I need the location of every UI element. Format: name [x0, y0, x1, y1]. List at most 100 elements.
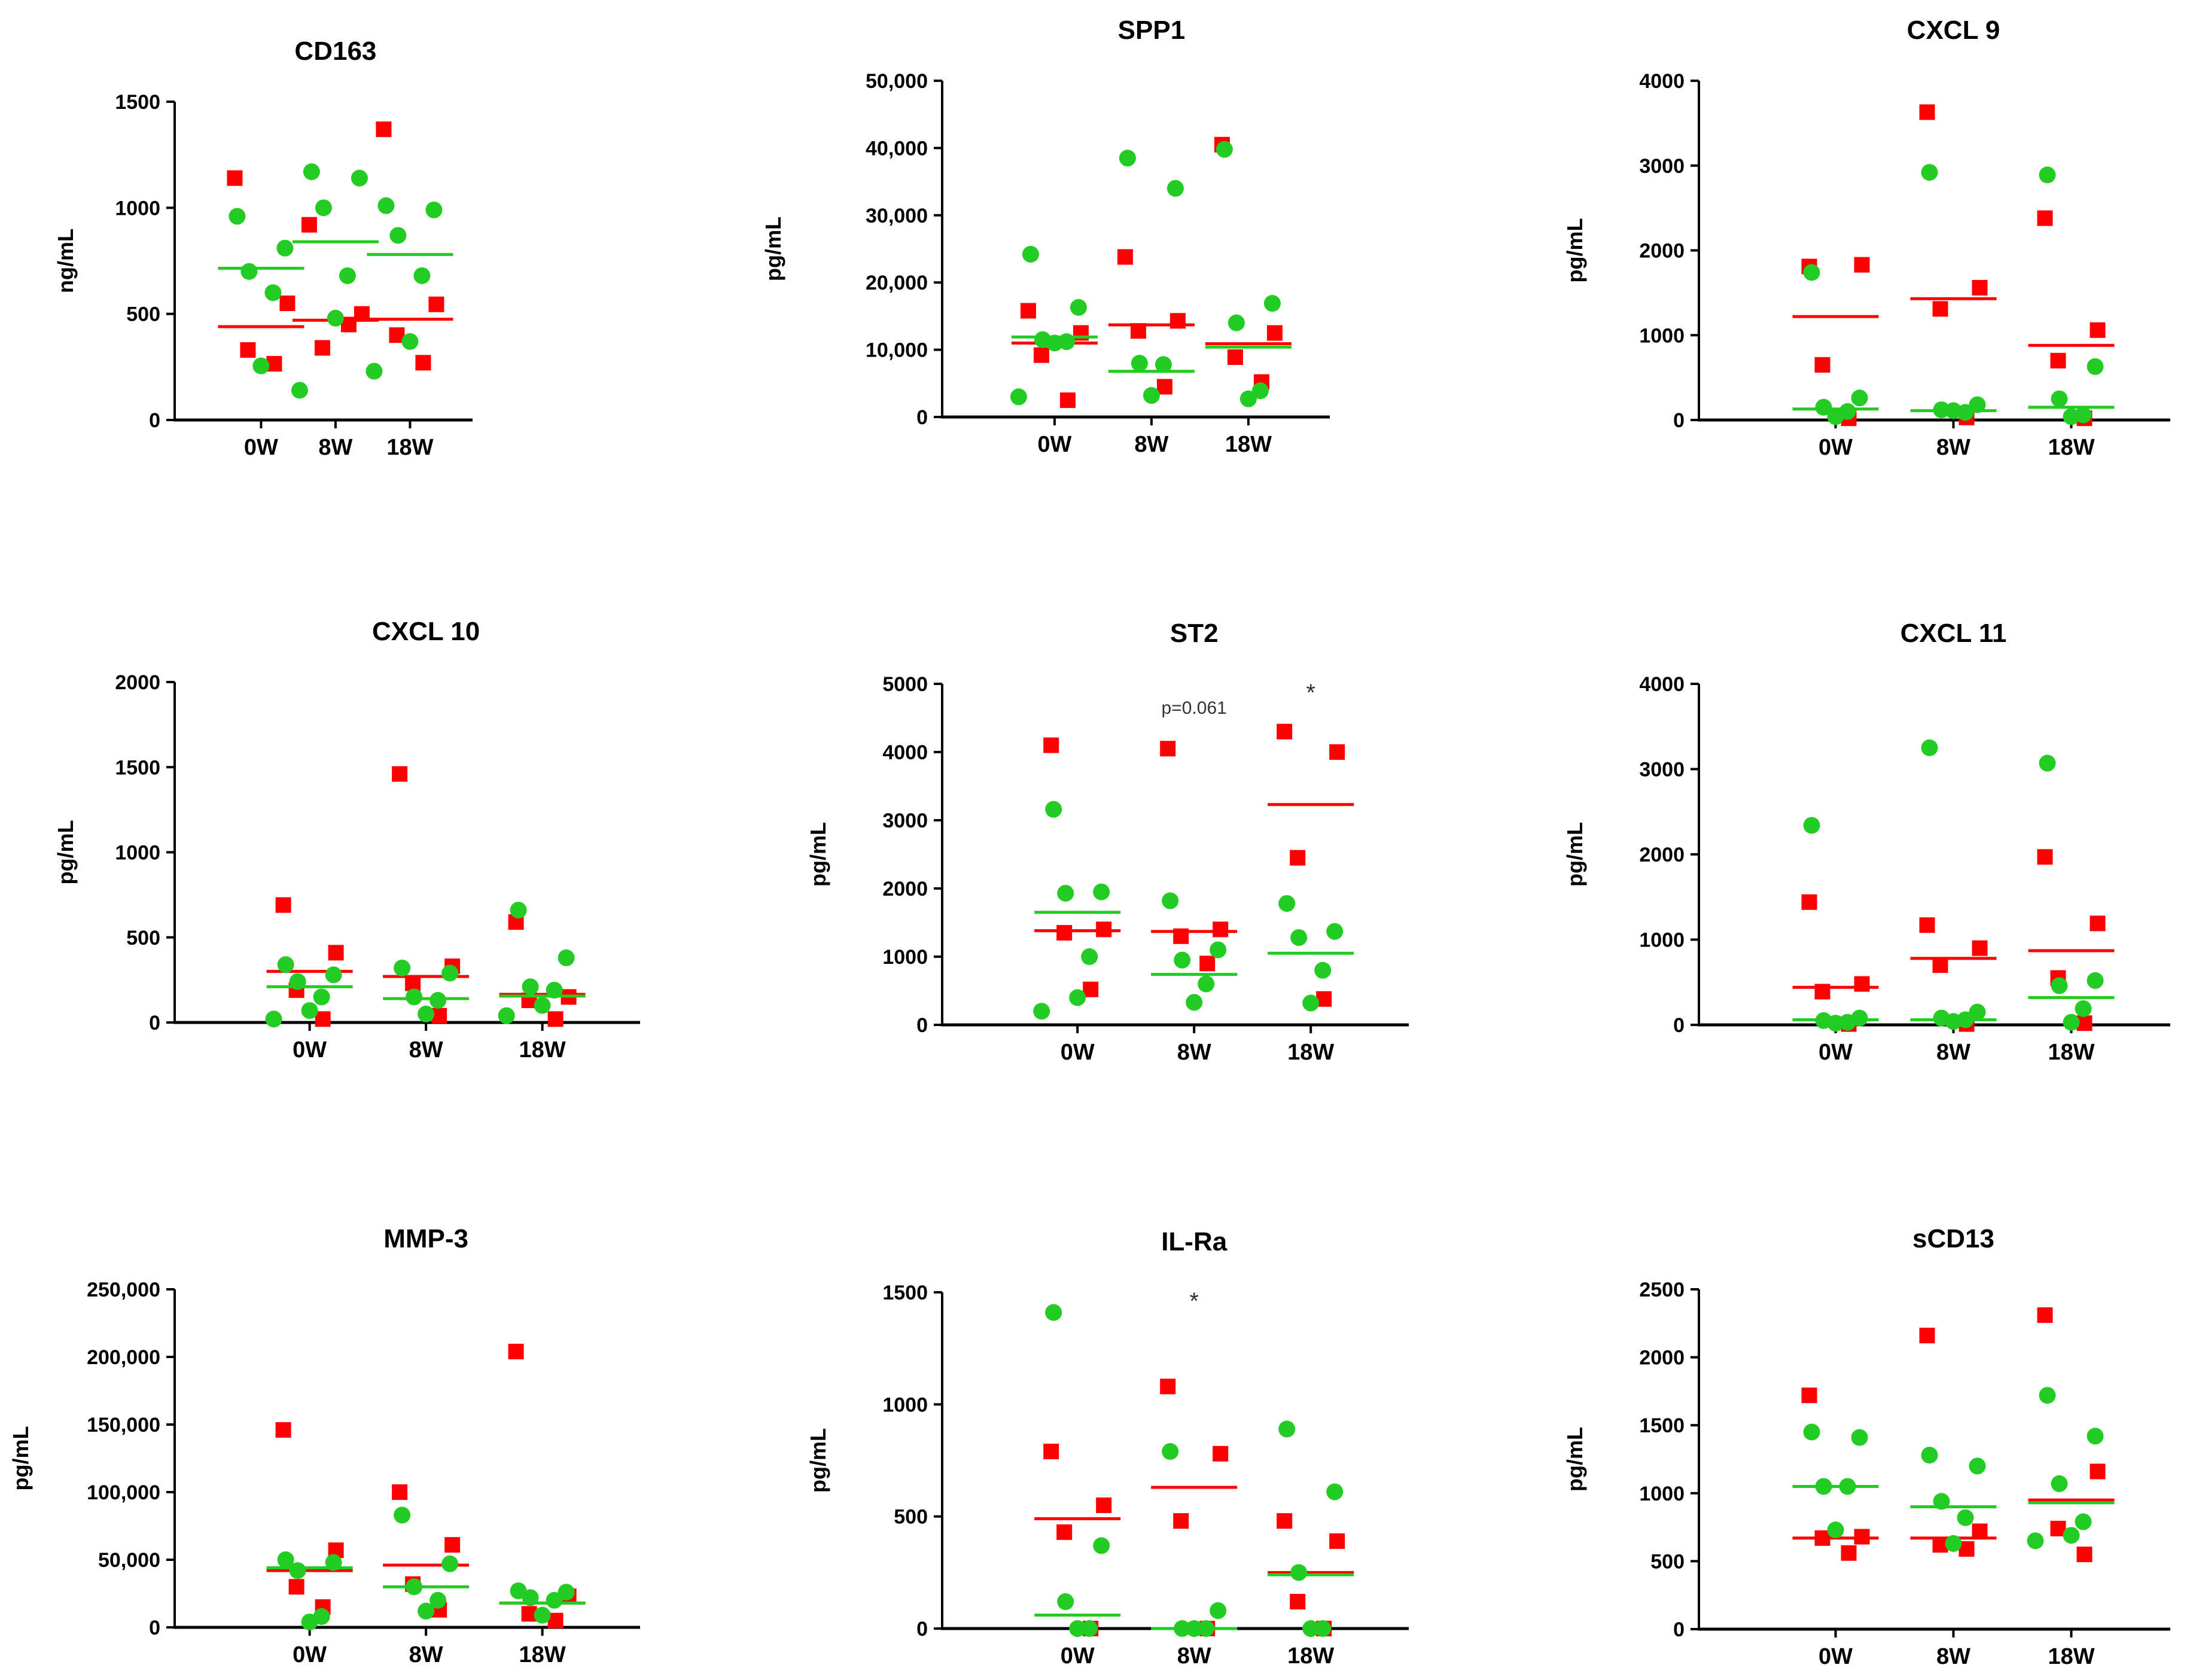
y-axis-label: pg/mL	[1562, 822, 1587, 887]
data-point-circle	[1162, 1443, 1179, 1460]
x-tick-label: 8W	[409, 1037, 443, 1063]
x-tick-label: 18W	[1225, 432, 1272, 457]
panel-st2: ST2 0 1000 2000 3000 4000 5000 pg/mL 0W 8W 18W p=0.…	[806, 619, 1409, 1065]
x-tick-label: 8W	[318, 435, 352, 460]
data-point-circle	[522, 978, 539, 996]
y-tick-label: 2000	[1639, 1347, 1685, 1369]
x-tick-label: 18W	[519, 1642, 566, 1667]
y-axis-label: pg/mL	[1562, 1427, 1587, 1492]
data-point-circle	[303, 163, 320, 181]
y-tick-label: 1000	[882, 1393, 928, 1416]
y-tick-label: 1000	[882, 946, 928, 969]
data-point-square	[2037, 849, 2053, 865]
data-point-circle	[1186, 994, 1203, 1011]
data-point-circle	[1093, 1537, 1110, 1554]
data-point-square	[2076, 1547, 2093, 1563]
panel-title: CXCL 10	[372, 617, 480, 646]
data-point-square	[1854, 976, 1870, 992]
panel-title: ST2	[1170, 619, 1219, 648]
data-point-circle	[301, 1002, 318, 1019]
data-point-circle	[289, 1562, 306, 1579]
y-tick-label: 1000	[115, 197, 160, 220]
data-point-circle	[1969, 1003, 1986, 1021]
data-point-circle	[2087, 972, 2104, 989]
data-point-square	[1043, 737, 1059, 753]
y-tick-label: 0	[916, 406, 928, 429]
data-point-circle	[1166, 179, 1184, 197]
data-point-circle	[366, 363, 383, 380]
data-point-square	[1160, 741, 1176, 757]
y-tick-label: 3000	[882, 809, 928, 832]
y-tick-label: 500	[1650, 1550, 1685, 1573]
data-point-circle	[1228, 314, 1245, 331]
y-tick-label: 0	[1673, 409, 1685, 432]
y-tick-label: 0	[149, 1617, 160, 1639]
y-tick-label: 50,000	[866, 70, 928, 93]
data-point-square	[1290, 1594, 1306, 1610]
data-point-circle	[1278, 895, 1296, 912]
data-point-square	[1329, 1533, 1345, 1549]
x-tick-label: 18W	[2048, 1040, 2094, 1065]
data-point-square	[1117, 249, 1133, 265]
data-point-circle	[2063, 1527, 2080, 1544]
data-point-circle	[1033, 1003, 1050, 1020]
data-point-circle	[1143, 387, 1160, 404]
data-point-circle	[1045, 1304, 1062, 1321]
data-point-circle	[1022, 245, 1039, 263]
data-point-circle	[1803, 1423, 1820, 1441]
data-point-square	[1156, 379, 1172, 395]
data-point-circle	[2063, 1014, 2080, 1031]
data-point-square	[444, 1537, 461, 1553]
y-tick-label: 1500	[882, 1282, 928, 1304]
data-point-square	[392, 1484, 408, 1500]
data-point-circle	[1069, 989, 1086, 1006]
x-tick-label: 8W	[1936, 1644, 1970, 1669]
panel-title: IL-Ra	[1161, 1227, 1228, 1256]
data-point-square	[1972, 279, 1988, 296]
data-point-circle	[534, 997, 551, 1014]
y-axis-label: pg/mL	[806, 1428, 830, 1493]
y-tick-label: 10,000	[866, 339, 928, 362]
data-point-square	[1096, 1497, 1112, 1513]
data-point-circle	[2075, 1000, 2092, 1017]
data-point-circle	[325, 966, 342, 984]
data-point-square	[1059, 392, 1076, 408]
data-point-square	[1213, 1445, 1229, 1462]
data-point-square	[2090, 1463, 2106, 1480]
panel-title: CXCL 11	[1900, 619, 2007, 648]
data-point-circle	[418, 1005, 435, 1022]
data-point-square	[1932, 957, 1948, 973]
data-point-circle	[413, 267, 431, 284]
data-point-circle	[339, 267, 356, 284]
significance-annotation: *	[1189, 1288, 1199, 1314]
data-point-circle	[1093, 883, 1110, 900]
data-point-circle	[534, 1606, 551, 1624]
significance-annotation: p=0.061	[1162, 698, 1227, 718]
data-point-circle	[1045, 801, 1062, 818]
data-point-circle	[1815, 398, 1832, 416]
data-point-circle	[1198, 975, 1215, 993]
data-point-square	[1972, 940, 1988, 956]
data-point-square	[376, 121, 392, 138]
y-tick-label: 1000	[1639, 1483, 1685, 1505]
data-point-circle	[1314, 961, 1332, 979]
data-point-circle	[1827, 1015, 1844, 1032]
data-point-circle	[2051, 977, 2068, 994]
y-tick-label: 1000	[1639, 929, 1685, 952]
panel-title: CD163	[294, 36, 376, 66]
data-point-circle	[1081, 948, 1098, 965]
data-point-circle	[406, 988, 423, 1006]
data-point-circle	[2039, 166, 2056, 184]
data-point-circle	[1010, 388, 1027, 406]
data-point-circle	[277, 956, 294, 973]
y-tick-label: 2000	[115, 671, 160, 694]
data-point-circle	[240, 263, 258, 280]
y-tick-label: 5000	[882, 673, 928, 696]
y-tick-label: 0	[149, 409, 160, 432]
data-point-circle	[1839, 1014, 1856, 1031]
data-point-square	[1227, 349, 1243, 365]
data-point-circle	[1119, 150, 1136, 167]
data-point-square	[2050, 352, 2066, 369]
data-point-circle	[401, 333, 419, 350]
y-tick-label: 0	[916, 1014, 928, 1037]
